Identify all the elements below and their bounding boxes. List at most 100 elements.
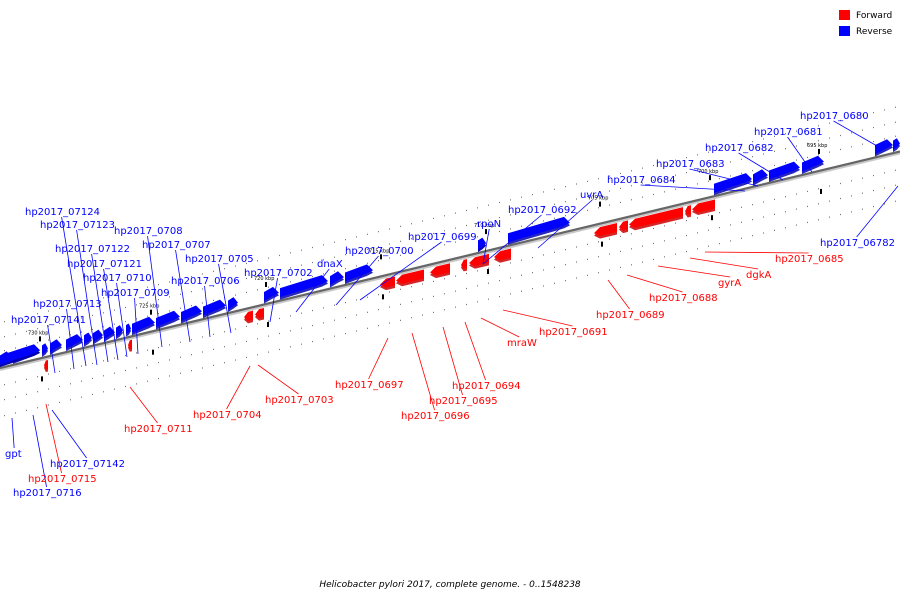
gene-label-hp2017_0710[interactable]: hp2017_0710	[83, 273, 152, 284]
scale-ticks: 730 kbp 725 kbp 720 kbp 715 kbp 710 kbp 705 k…	[28, 143, 827, 382]
gene-label-hp2017_0681[interactable]: hp2017_0681	[754, 127, 823, 138]
gene-label-gyrA[interactable]: gyrA	[718, 278, 741, 289]
legend-swatch-forward	[839, 10, 850, 20]
leader-hp2017_0710	[116, 282, 128, 358]
gene-glyph-hp2017_07122[interactable]	[104, 326, 115, 340]
tick-mark	[818, 148, 820, 154]
gene-label-uvrA[interactable]: uvrA	[580, 190, 603, 201]
gene-glyph-hp2017_0705[interactable]	[228, 297, 238, 310]
gene-glyph-hp2017_0682[interactable]	[769, 161, 800, 180]
gene-glyph-hp2017_0697[interactable]	[380, 276, 395, 288]
gene-label-hp2017_0700[interactable]: hp2017_0700	[345, 246, 414, 257]
gene-glyph-hp2017_0696[interactable]	[396, 269, 424, 284]
gene-label-hp2017_07123[interactable]: hp2017_07123	[40, 220, 115, 231]
tick-mark-lower	[41, 376, 43, 382]
leader-hp2017_0711	[129, 386, 158, 424]
gene-glyph-uvrA[interactable]	[508, 216, 570, 243]
gene-glyph-hp2017_0685[interactable]	[692, 199, 715, 213]
gene-glyph-gyrA[interactable]	[629, 207, 683, 228]
gene-glyph-hp2017_0709[interactable]	[132, 316, 155, 333]
gene-glyph-dgkA[interactable]	[685, 205, 691, 216]
gene-label-hp2017_0684[interactable]: hp2017_0684	[607, 175, 676, 186]
gene-label-hp2017_07121[interactable]: hp2017_07121	[67, 259, 142, 270]
gene-label-hp2017_0707[interactable]: hp2017_0707	[142, 240, 211, 251]
gene-label-mraW[interactable]: mraW	[507, 338, 537, 349]
gene-glyph-hp2017_07124[interactable]	[84, 332, 92, 345]
leader-hp2017_0695	[442, 326, 463, 396]
gene-label-dgkA[interactable]: dgkA	[746, 270, 771, 281]
gene-glyph-hp2017_07141[interactable]	[50, 339, 62, 353]
gene-label-hp2017_0716[interactable]: hp2017_0716	[13, 488, 82, 499]
gene-label-hp2017_0704[interactable]: hp2017_0704	[193, 410, 262, 421]
gene-glyph-hp2017_0716[interactable]	[0, 344, 40, 365]
gene-label-hp2017_0696[interactable]: hp2017_0696	[401, 411, 470, 422]
gene-label-hp2017_0689[interactable]: hp2017_0689	[596, 310, 665, 321]
gene-label-hp2017_0702[interactable]: hp2017_0702	[244, 268, 313, 279]
tick-mark-lower	[487, 269, 489, 275]
gene-label-hp2017_0682[interactable]: hp2017_0682	[705, 143, 774, 154]
gene-label-hp2017_06782[interactable]: hp2017_06782	[820, 238, 895, 249]
gene-glyph-hp2017_0694[interactable]	[461, 259, 467, 269]
leader-mraW	[480, 317, 520, 338]
gene-label-hp2017_07141[interactable]: hp2017_07141	[11, 315, 86, 326]
gene-label-hp2017_0705[interactable]: hp2017_0705	[185, 254, 254, 265]
leader-hp2017_0699	[359, 241, 442, 301]
leader-hp2017_0697	[368, 337, 389, 380]
gene-glyph-hp2017_0711[interactable]	[128, 339, 132, 350]
gene-label-hp2017_0711[interactable]: hp2017_0711	[124, 424, 193, 435]
gene-label-hp2017_07124[interactable]: hp2017_07124	[25, 207, 100, 218]
tick-label: 715 kbp	[369, 248, 389, 254]
gene-label-hp2017_0715[interactable]: hp2017_0715	[28, 474, 97, 485]
gene-glyph-hp2017_0703[interactable]	[255, 307, 264, 319]
leader-dgkA	[689, 257, 759, 270]
gene-glyph-hp2017_07121[interactable]	[116, 325, 123, 337]
gene-label-hp2017_0695[interactable]: hp2017_0695	[429, 396, 498, 407]
genome-backbone	[0, 106, 900, 417]
gene-glyph-hp2017_0688[interactable]	[619, 220, 628, 231]
gene-glyph-rpoN[interactable]	[478, 237, 486, 250]
gene-glyph-hp2017_0715[interactable]	[44, 359, 48, 370]
gene-glyph-hp2017_07123[interactable]	[93, 329, 103, 343]
gene-label-hp2017_0691[interactable]: hp2017_0691	[539, 327, 608, 338]
gene-glyph-hp2017_0700[interactable]	[330, 271, 344, 286]
gene-glyph-hp2017_0699[interactable]	[345, 264, 373, 282]
gene-label-dnaX[interactable]: dnaX	[317, 259, 343, 270]
gene-label-hp2017_0706[interactable]: hp2017_0706	[171, 276, 240, 287]
gene-glyph-hp2017_0684[interactable]	[714, 173, 752, 193]
gene-label-hp2017_0703[interactable]: hp2017_0703	[265, 395, 334, 406]
gene-label-hp2017_0694[interactable]: hp2017_0694	[452, 381, 521, 392]
leader-hp2017_0685	[704, 251, 809, 254]
leader-hp2017_0715	[45, 403, 62, 474]
gene-label-hp2017_0692[interactable]: hp2017_0692	[508, 205, 577, 216]
gene-label-hp2017_07122[interactable]: hp2017_07122	[55, 244, 130, 255]
gene-label-hp2017_0699[interactable]: hp2017_0699	[408, 232, 477, 243]
gene-glyph-hp2017_0704[interactable]	[244, 310, 253, 321]
gene-glyph-hp2017_07142[interactable]	[42, 343, 48, 355]
gene-glyph-hp2017_0683[interactable]	[753, 169, 768, 184]
tick-mark-lower	[711, 215, 713, 221]
gene-label-hp2017_0697[interactable]: hp2017_0697	[335, 380, 404, 391]
tick-mark-lower	[267, 322, 269, 328]
gene-label-hp2017_0683[interactable]: hp2017_0683	[656, 159, 725, 170]
gene-label-hp2017_0688[interactable]: hp2017_0688	[649, 293, 718, 304]
gene-glyph-hp2017_0710[interactable]	[126, 323, 131, 335]
gene-glyph-hp2017_0708[interactable]	[156, 310, 180, 327]
gene-glyph-dnaX[interactable]	[280, 275, 328, 298]
gene-label-hp2017_0709[interactable]: hp2017_0709	[101, 288, 170, 299]
gene-glyph-hp2017_0689[interactable]	[594, 223, 617, 237]
gene-label-hp2017_07142[interactable]: hp2017_07142	[50, 459, 125, 470]
gene-glyph-hp2017_0706[interactable]	[203, 299, 226, 316]
leader-hp2017_0707	[175, 249, 191, 343]
gene-label-rpoN[interactable]: rpoN	[477, 219, 501, 230]
gene-label-hp2017_0685[interactable]: hp2017_0685	[775, 254, 844, 265]
gene-label-hp2017_0680[interactable]: hp2017_0680	[800, 111, 869, 122]
gene-glyph-hp2017_0680[interactable]	[875, 139, 893, 154]
gene-glyph-hp2017_0695[interactable]	[430, 263, 450, 276]
gene-glyph-hp2017_0681[interactable]	[802, 155, 824, 172]
gene-glyph-hp2017_0691[interactable]	[494, 248, 511, 261]
gene-label-hp2017_0713[interactable]: hp2017_0713	[33, 299, 102, 310]
gene-glyph-hp2017_06782[interactable]	[893, 138, 900, 150]
gene-label-gpt[interactable]: gpt	[5, 449, 22, 460]
gene-label-hp2017_0708[interactable]: hp2017_0708	[114, 226, 183, 237]
